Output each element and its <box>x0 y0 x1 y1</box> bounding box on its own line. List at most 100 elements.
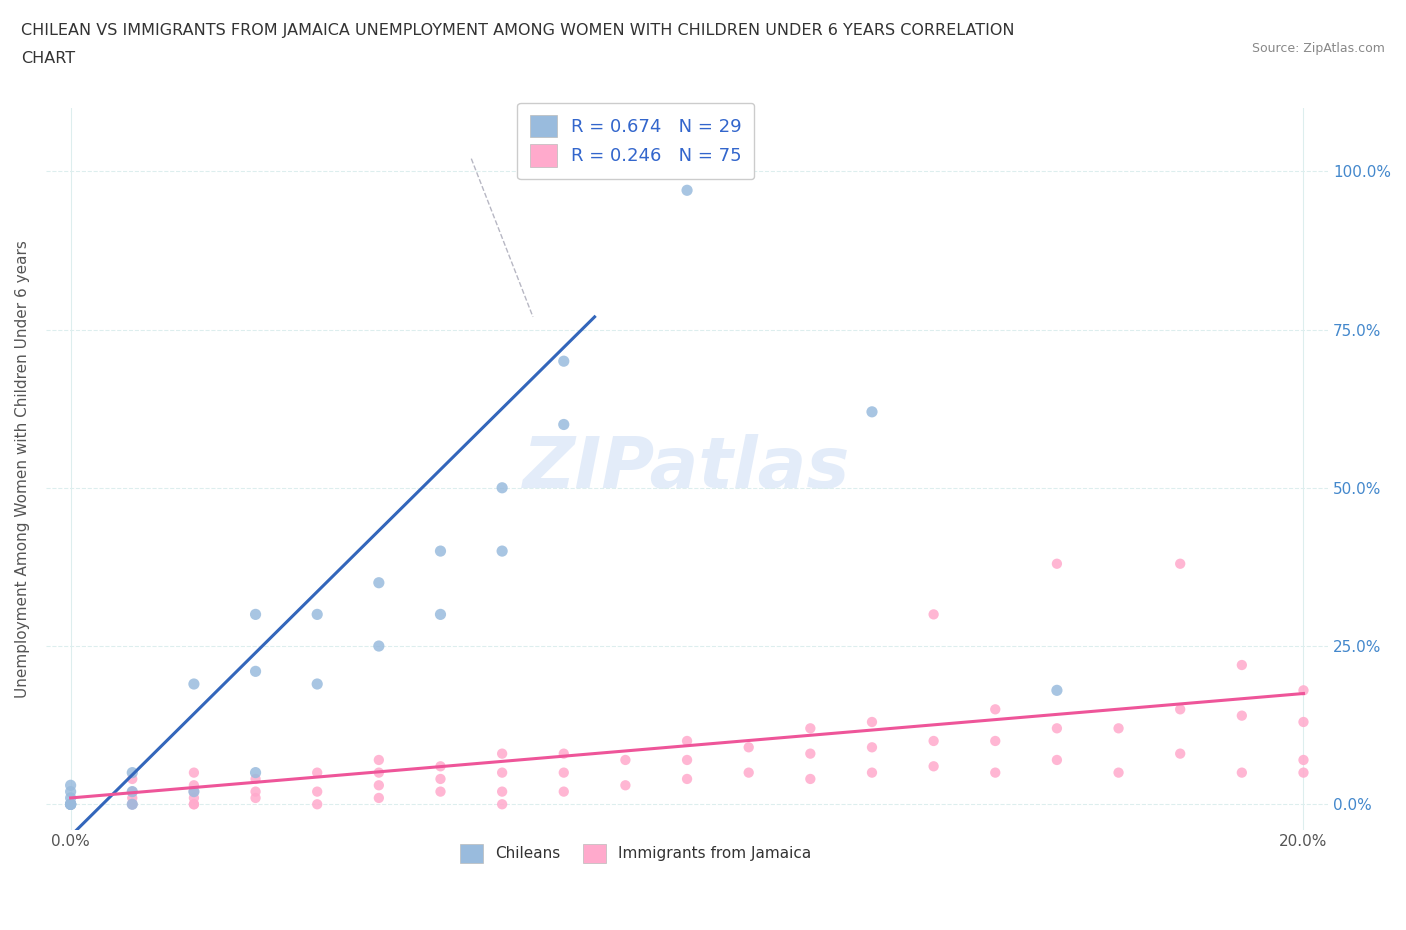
Legend: Chileans, Immigrants from Jamaica: Chileans, Immigrants from Jamaica <box>454 838 818 869</box>
Point <box>367 777 389 792</box>
Point <box>183 777 205 792</box>
Point <box>59 797 82 812</box>
Point <box>1168 556 1191 571</box>
Point <box>183 784 205 799</box>
Y-axis label: Unemployment Among Women with Children Under 6 years: Unemployment Among Women with Children U… <box>15 240 30 698</box>
Point <box>307 784 329 799</box>
Point <box>984 765 1007 780</box>
Point <box>367 790 389 805</box>
Point <box>429 772 451 787</box>
Point <box>59 797 82 812</box>
Point <box>245 772 267 787</box>
Point <box>1292 752 1315 767</box>
Point <box>491 746 513 761</box>
Point <box>799 746 821 761</box>
Point <box>922 759 945 774</box>
Point <box>922 734 945 749</box>
Point <box>738 740 761 755</box>
Point <box>553 784 575 799</box>
Point <box>1046 721 1069 736</box>
Point <box>922 607 945 622</box>
Point <box>307 797 329 812</box>
Point <box>1046 752 1069 767</box>
Point <box>367 576 389 591</box>
Point <box>1230 658 1253 672</box>
Point <box>245 784 267 799</box>
Point <box>984 702 1007 717</box>
Point <box>183 784 205 799</box>
Point <box>1168 702 1191 717</box>
Point <box>491 544 513 559</box>
Point <box>860 405 883 419</box>
Point <box>59 797 82 812</box>
Point <box>984 734 1007 749</box>
Point <box>676 734 699 749</box>
Point <box>676 772 699 787</box>
Point <box>121 797 143 812</box>
Point <box>1292 765 1315 780</box>
Point <box>121 765 143 780</box>
Point <box>59 797 82 812</box>
Point <box>59 797 82 812</box>
Point <box>553 746 575 761</box>
Point <box>860 714 883 729</box>
Point <box>1230 765 1253 780</box>
Point <box>1046 556 1069 571</box>
Point <box>59 797 82 812</box>
Point <box>307 607 329 622</box>
Point <box>553 353 575 368</box>
Point <box>1108 765 1130 780</box>
Text: Source: ZipAtlas.com: Source: ZipAtlas.com <box>1251 42 1385 55</box>
Point <box>491 481 513 496</box>
Point <box>307 676 329 691</box>
Point <box>59 797 82 812</box>
Point <box>121 784 143 799</box>
Point <box>614 777 637 792</box>
Point <box>245 765 267 780</box>
Point <box>491 765 513 780</box>
Point <box>183 765 205 780</box>
Point <box>121 790 143 805</box>
Point <box>1046 683 1069 698</box>
Point <box>491 784 513 799</box>
Point <box>59 797 82 812</box>
Point <box>553 765 575 780</box>
Point <box>121 772 143 787</box>
Point <box>860 765 883 780</box>
Point <box>183 790 205 805</box>
Point <box>429 544 451 559</box>
Point <box>59 797 82 812</box>
Point <box>59 797 82 812</box>
Point <box>121 797 143 812</box>
Point <box>429 784 451 799</box>
Point <box>367 639 389 654</box>
Point <box>860 740 883 755</box>
Point <box>799 772 821 787</box>
Point <box>245 664 267 679</box>
Point <box>183 797 205 812</box>
Point <box>1230 709 1253 724</box>
Point <box>307 765 329 780</box>
Point <box>183 676 205 691</box>
Point <box>121 797 143 812</box>
Point <box>367 752 389 767</box>
Point <box>183 797 205 812</box>
Point <box>676 183 699 198</box>
Point <box>245 790 267 805</box>
Point <box>1292 714 1315 729</box>
Point <box>429 759 451 774</box>
Point <box>1168 746 1191 761</box>
Point <box>491 797 513 812</box>
Point <box>245 607 267 622</box>
Point <box>59 797 82 812</box>
Point <box>738 765 761 780</box>
Point <box>59 784 82 799</box>
Point <box>367 765 389 780</box>
Point <box>59 777 82 792</box>
Point <box>429 607 451 622</box>
Point <box>59 797 82 812</box>
Point <box>59 797 82 812</box>
Point <box>1108 721 1130 736</box>
Text: CHART: CHART <box>21 51 75 66</box>
Text: ZIPatlas: ZIPatlas <box>523 434 851 503</box>
